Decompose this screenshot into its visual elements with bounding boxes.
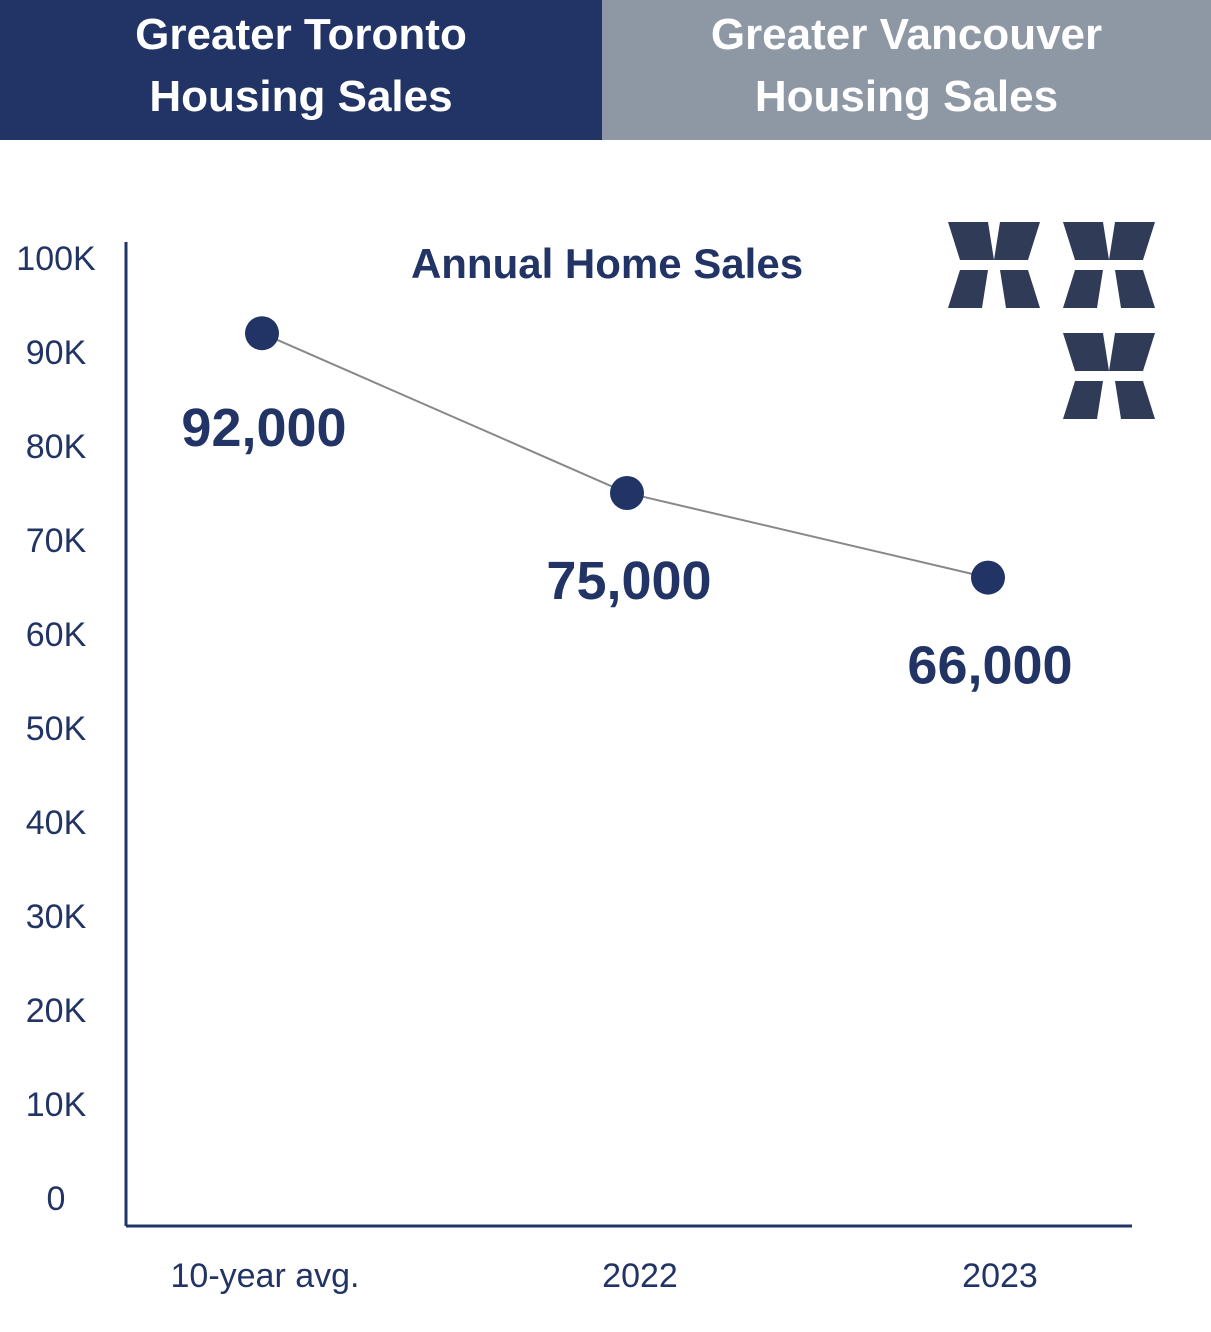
data-point bbox=[610, 476, 644, 510]
data-point bbox=[245, 316, 279, 351]
y-tick-label: 30K bbox=[26, 898, 87, 936]
x-tick-label: 2022 bbox=[602, 1257, 678, 1295]
tab-greater-toronto[interactable]: Greater Toronto Housing Sales bbox=[0, 0, 602, 140]
y-tick-label: 100K bbox=[16, 240, 96, 278]
data-label: 66,000 bbox=[907, 636, 1072, 696]
data-label: 92,000 bbox=[181, 398, 346, 458]
data-label: 75,000 bbox=[546, 551, 711, 611]
line-chart: Annual Home Sales 0 10K 20K 30K 40K 50K 60K 70K… bbox=[16, 222, 1155, 1295]
series-line: 92,000 75,000 66,000 bbox=[181, 316, 1073, 696]
y-tick-label: 80K bbox=[26, 428, 87, 466]
x-tick-label: 10-year avg. bbox=[171, 1257, 360, 1295]
y-tick-label: 0 bbox=[47, 1180, 66, 1218]
y-tick-label: 90K bbox=[26, 334, 87, 372]
y-tick-label: 40K bbox=[26, 804, 87, 842]
y-tick-label: 60K bbox=[26, 616, 87, 654]
y-axis-tick-labels: 0 10K 20K 30K 40K 50K 60K 70K 80K 90K 100K bbox=[16, 240, 96, 1218]
tab-greater-toronto-label: Greater Toronto Housing Sales bbox=[135, 10, 467, 121]
y-tick-label: 50K bbox=[26, 710, 87, 748]
data-point bbox=[971, 560, 1005, 595]
logo-icon bbox=[948, 222, 1155, 419]
x-tick-label: 2023 bbox=[962, 1257, 1038, 1295]
tab-greater-vancouver-label: Greater Vancouver Housing Sales bbox=[710, 10, 1103, 121]
tab-greater-vancouver[interactable]: Greater Vancouver Housing Sales bbox=[602, 0, 1211, 140]
y-tick-label: 70K bbox=[26, 522, 87, 560]
series-polyline bbox=[261, 332, 989, 579]
x-axis-tick-labels: 10-year avg. 2022 2023 bbox=[171, 1257, 1038, 1295]
y-tick-label: 10K bbox=[26, 1086, 87, 1124]
chart-title: Annual Home Sales bbox=[411, 240, 803, 287]
axes bbox=[124, 242, 1132, 1228]
chart-card: Annual Home Sales 0 10K 20K 30K 40K 50K 60K 70K… bbox=[0, 140, 1211, 1332]
region-tabs: Greater Toronto Housing Sales Greater Va… bbox=[0, 0, 1211, 140]
y-tick-label: 20K bbox=[26, 992, 87, 1030]
